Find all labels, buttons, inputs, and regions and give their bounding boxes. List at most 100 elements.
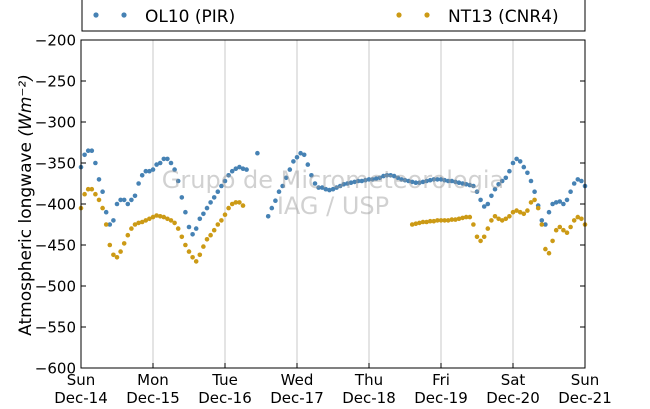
point-s0-52: [280, 183, 285, 189]
y-tick-label-4: −400: [35, 196, 76, 214]
point-s0-35: [204, 205, 210, 211]
point-s1-83: [543, 246, 548, 252]
series-nt13: [78, 186, 588, 264]
point-s0-73: [355, 178, 361, 184]
point-s0-56: [294, 155, 300, 160]
point-s1-16: [136, 220, 141, 226]
point-s0-33: [197, 216, 203, 222]
point-s0-116: [510, 160, 516, 166]
x-tick-date-6: Dec-20: [486, 389, 540, 407]
point-s0-111: [492, 186, 498, 192]
point-s0-108: [481, 204, 487, 209]
point-s0-83: [391, 173, 397, 179]
point-s0-87: [406, 178, 411, 184]
point-s1-89: [564, 230, 570, 235]
point-s0-80: [381, 173, 386, 179]
point-s0-125: [543, 222, 548, 227]
point-s0-113: [499, 178, 505, 184]
point-s0-32: [193, 226, 199, 231]
y-tick-label-0: −600: [35, 360, 76, 378]
point-s0-63: [319, 185, 325, 190]
legend-label-ol10: OL10 (PIR): [145, 7, 235, 27]
point-s0-21: [154, 162, 159, 167]
point-s0-86: [402, 177, 408, 183]
point-s0-34: [201, 211, 206, 217]
point-s0-4: [93, 160, 98, 166]
point-s1-92: [575, 214, 581, 220]
point-s1-13: [125, 232, 131, 238]
point-s0-68: [337, 183, 343, 189]
point-s1-3: [89, 186, 95, 192]
point-s1-70: [496, 216, 501, 222]
point-s0-98: [445, 178, 451, 184]
point-s1-23: [161, 214, 167, 220]
point-s0-2: [85, 148, 91, 153]
point-s1-2: [85, 186, 91, 192]
point-s1-50: [424, 219, 429, 225]
point-s1-12: [121, 241, 127, 246]
point-s1-45: [240, 203, 246, 208]
point-s0-60: [309, 173, 314, 178]
point-s1-1: [82, 191, 87, 197]
point-s0-67: [334, 185, 339, 190]
x-tick-day-6: Sat: [501, 371, 526, 389]
y-tick-label-6: −300: [35, 114, 76, 132]
point-s0-84: [395, 175, 401, 181]
y-axis-label: Atmospheric longwave (Wm⁻²): [16, 74, 36, 336]
point-s1-25: [168, 218, 174, 223]
point-s0-103: [463, 182, 469, 187]
point-s1-61: [463, 214, 469, 220]
point-s0-121: [528, 178, 534, 184]
point-s0-66: [330, 186, 336, 192]
x-tick-date-3: Dec-17: [270, 389, 324, 407]
point-s0-30: [186, 224, 192, 230]
point-s0-106: [474, 189, 480, 194]
x-tick-date-1: Dec-15: [126, 389, 180, 407]
point-s1-6: [100, 205, 105, 211]
point-s0-22: [157, 160, 163, 166]
point-s1-47: [413, 221, 419, 226]
point-s0-51: [276, 189, 282, 194]
point-s0-62: [316, 185, 321, 190]
x-tick-date-4: Dec-18: [342, 389, 396, 407]
point-s0-78: [373, 176, 379, 181]
point-s1-17: [139, 219, 145, 225]
point-s1-34: [201, 244, 206, 249]
point-s0-76: [366, 177, 372, 182]
point-s0-75: [363, 177, 368, 183]
point-s0-92: [424, 178, 429, 184]
point-s0-71: [348, 180, 354, 185]
x-tick-day-5: Fri: [432, 371, 450, 389]
point-s1-20: [150, 214, 156, 220]
point-s0-119: [521, 164, 527, 170]
y-tick-label-1: −550: [35, 319, 76, 337]
point-s1-30: [186, 249, 192, 254]
point-s1-88: [561, 227, 566, 233]
point-s0-85: [399, 177, 404, 182]
point-s1-91: [571, 218, 577, 223]
point-s0-53: [283, 175, 289, 181]
point-s0-81: [384, 173, 390, 178]
point-s0-27: [175, 178, 181, 184]
point-s0-90: [417, 180, 422, 185]
point-s0-12: [121, 197, 127, 203]
point-s1-8: [107, 242, 113, 248]
point-s1-53: [435, 218, 440, 223]
point-s1-36: [208, 232, 213, 238]
point-s1-73: [507, 214, 512, 219]
point-s0-132: [568, 189, 573, 194]
point-s1-11: [118, 249, 123, 254]
watermark-line-1: Grupo de Micrometeorologia: [162, 166, 504, 194]
point-s1-35: [204, 237, 210, 242]
point-s0-107: [478, 197, 483, 203]
point-s0-10: [114, 201, 120, 207]
point-s0-117: [514, 156, 519, 162]
point-s0-118: [517, 159, 523, 164]
point-s1-28: [179, 234, 185, 240]
point-s0-36: [208, 200, 213, 205]
point-s0-40: [222, 178, 228, 184]
point-s0-61: [312, 181, 318, 186]
point-s1-59: [456, 216, 462, 222]
point-s1-77: [521, 211, 527, 217]
